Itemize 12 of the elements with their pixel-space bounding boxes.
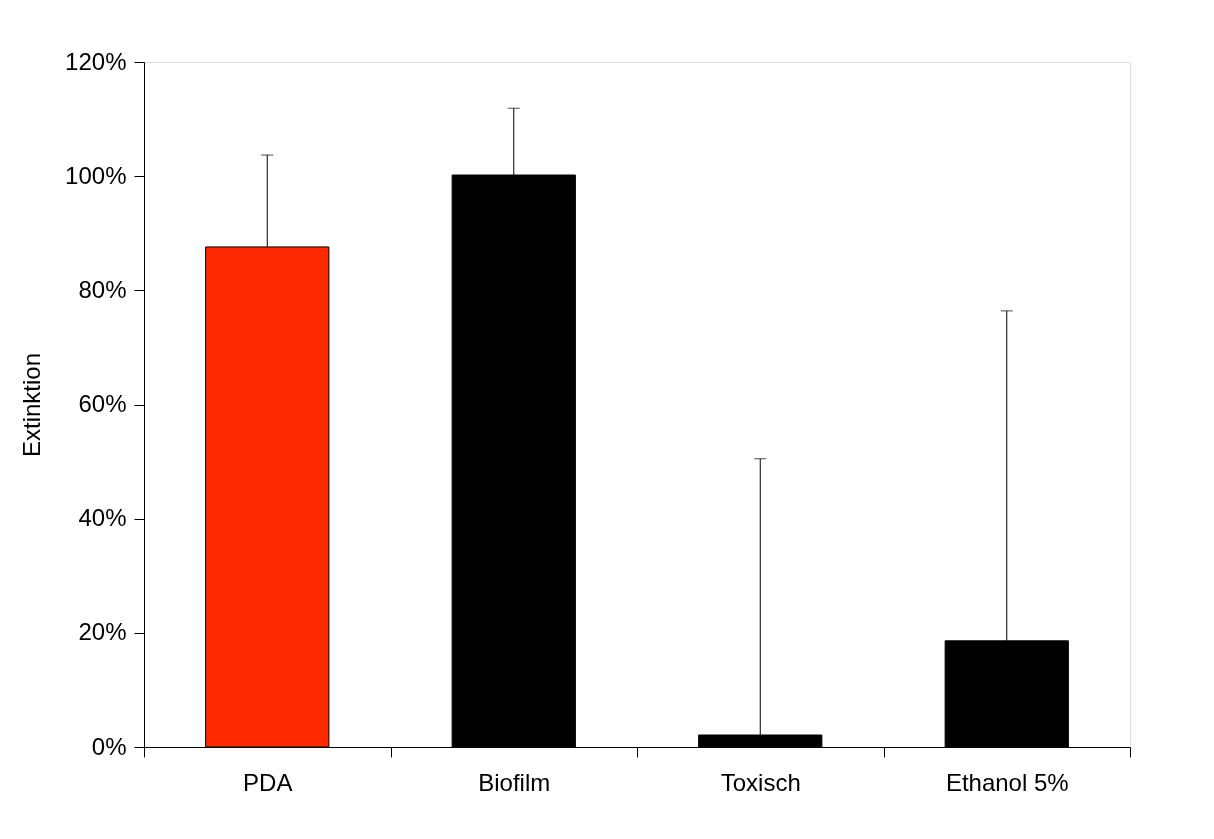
x-tick-label: PDA (243, 768, 293, 796)
y-axis-title: Extinktion (18, 352, 46, 458)
y-tick-label: 100% (65, 161, 127, 189)
y-tick-label: 40% (78, 504, 127, 532)
x-tick-label: Ethanol 5% (945, 768, 1069, 796)
x-tick-label: Biofilm (478, 768, 551, 796)
y-tick-label: 20% (78, 618, 127, 646)
x-tick-label: Toxisch (720, 768, 801, 796)
y-tick-label: 80% (78, 275, 127, 303)
y-tick-label: 0% (91, 732, 127, 760)
y-tick-label: 60% (78, 390, 127, 417)
y-tick-label: 120% (65, 47, 127, 75)
